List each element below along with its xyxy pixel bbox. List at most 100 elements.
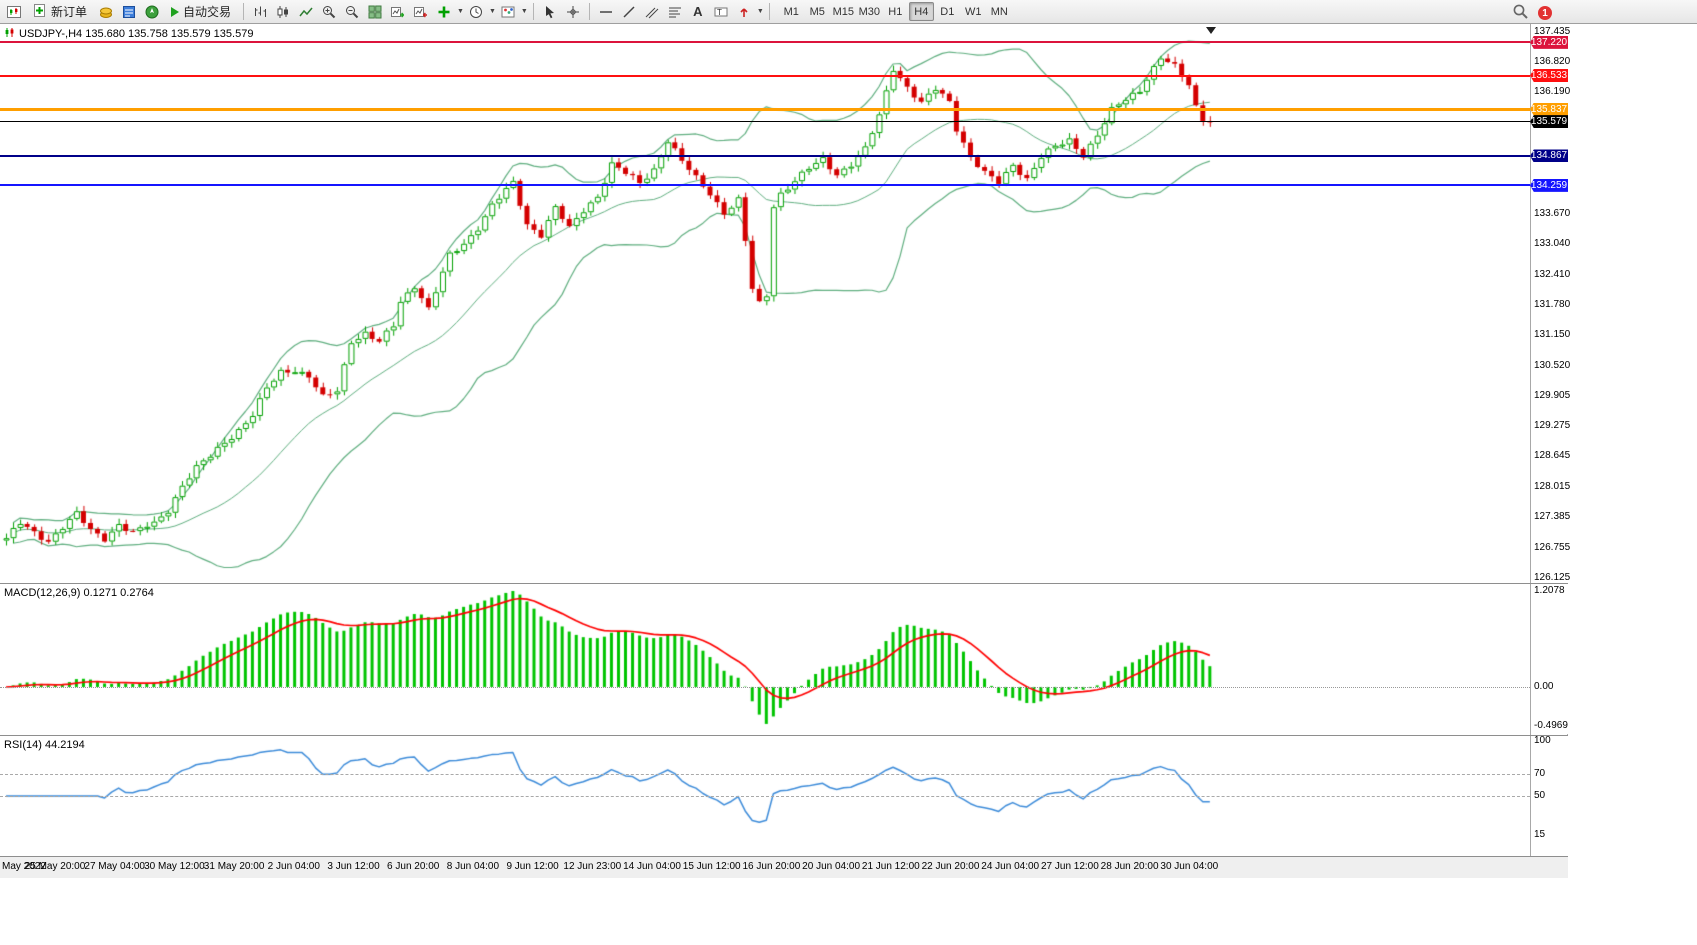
arrows-caret-icon[interactable]: ▼ bbox=[756, 8, 764, 15]
line-chart-icon[interactable] bbox=[295, 2, 317, 22]
rsi-axis-tick: 100 bbox=[1534, 735, 1551, 746]
templates-caret-icon[interactable]: ▼ bbox=[520, 8, 528, 15]
timeframe-button-h1[interactable]: H1 bbox=[883, 2, 908, 21]
price-axis-tick: 128.015 bbox=[1534, 480, 1571, 492]
market-watch-icon[interactable] bbox=[95, 2, 117, 22]
time-axis-label: 8 Jun 04:00 bbox=[446, 861, 500, 872]
price-axis-tick: 129.905 bbox=[1534, 389, 1571, 401]
chart-shift-marker-icon[interactable] bbox=[1206, 27, 1216, 34]
navigator-icon[interactable] bbox=[141, 2, 163, 22]
hline-tool-icon[interactable] bbox=[595, 2, 617, 22]
auto-trading-button[interactable]: 自动交易 bbox=[164, 2, 238, 22]
time-axis-label: 30 May 12:00 bbox=[144, 861, 205, 872]
macd-axis-tick: 0.00 bbox=[1534, 681, 1554, 692]
price-axis-tick: 128.645 bbox=[1534, 450, 1571, 462]
timeframe-button-w1[interactable]: W1 bbox=[961, 2, 986, 21]
macd-canvas[interactable] bbox=[0, 584, 1530, 734]
time-axis-label: 21 Jun 12:00 bbox=[861, 861, 920, 872]
channel-tool-icon[interactable] bbox=[641, 2, 663, 22]
level-price-tag: 134.867 bbox=[1530, 149, 1568, 163]
bar-chart-icon[interactable] bbox=[249, 2, 271, 22]
price-axis-tick: 136.190 bbox=[1534, 86, 1571, 98]
crosshair-icon[interactable] bbox=[562, 2, 584, 22]
timeframe-button-h4[interactable]: H4 bbox=[908, 2, 934, 21]
periods-caret-icon[interactable]: ▼ bbox=[488, 8, 496, 15]
zoom-out-icon[interactable] bbox=[341, 2, 363, 22]
time-axis-label: 16 Jun 20:00 bbox=[742, 861, 801, 872]
chart-window-icon[interactable] bbox=[3, 2, 25, 22]
rsi-label: RSI(14) 44.2194 bbox=[4, 739, 85, 751]
time-axis-label: 30 Jun 04:00 bbox=[1160, 861, 1219, 872]
candlestick-chart-icon[interactable] bbox=[272, 2, 294, 22]
time-axis-label: 15 Jun 12:00 bbox=[682, 861, 741, 872]
rsi-axis-tick: 70 bbox=[1534, 768, 1546, 779]
notification-badge[interactable]: 1 bbox=[1538, 6, 1552, 20]
timeframe-toolbar: M1 M5 M15 M30 H1 H4 D1 W1 MN bbox=[779, 2, 1012, 21]
svg-text:T: T bbox=[717, 8, 722, 17]
current-price-line[interactable] bbox=[0, 121, 1530, 123]
price-axis-tick: 133.040 bbox=[1534, 238, 1571, 250]
timeframe-button-m15[interactable]: M15 bbox=[831, 2, 856, 21]
level-price-tag: 135.837 bbox=[1530, 102, 1568, 116]
toolbar-separator bbox=[243, 3, 245, 20]
rsi-axis-tick: 15 bbox=[1534, 828, 1546, 840]
time-axis-label: 25 May 20:00 bbox=[24, 861, 86, 872]
horizontal-level-line[interactable] bbox=[0, 184, 1530, 187]
trendline-tool-icon[interactable] bbox=[618, 2, 640, 22]
pane-divider[interactable] bbox=[0, 583, 1568, 584]
price-axis-tick: 136.820 bbox=[1534, 55, 1571, 67]
macd-zero-line bbox=[0, 687, 1530, 688]
timeframe-button-m30[interactable]: M30 bbox=[857, 2, 882, 21]
price-axis-tick: 130.520 bbox=[1534, 359, 1571, 371]
templates-button[interactable] bbox=[497, 2, 519, 22]
rsi-level-line bbox=[0, 774, 1530, 775]
auto-scroll-icon[interactable] bbox=[387, 2, 409, 22]
new-order-button[interactable]: 新订单 bbox=[26, 2, 94, 22]
timeframe-button-m1[interactable]: M1 bbox=[779, 2, 804, 21]
time-axis-label: 24 Jun 04:00 bbox=[981, 861, 1040, 872]
time-axis-label: 31 May 20:00 bbox=[203, 861, 265, 872]
macd-axis-tick: 1.2078 bbox=[1534, 585, 1565, 596]
add-indicator-caret-icon[interactable]: ▼ bbox=[457, 8, 464, 15]
label-tool-icon[interactable]: T bbox=[710, 2, 732, 22]
horizontal-level-line[interactable] bbox=[0, 41, 1530, 44]
horizontal-level-line[interactable] bbox=[0, 107, 1530, 111]
data-window-icon[interactable] bbox=[118, 2, 140, 22]
price-chart-canvas[interactable] bbox=[0, 24, 1530, 583]
pane-divider[interactable] bbox=[0, 735, 1568, 736]
chart-info-text: USDJPY-,H4 135.680 135.758 135.579 135.5… bbox=[19, 28, 254, 40]
cursor-icon[interactable] bbox=[539, 2, 561, 22]
price-axis-tick: 131.150 bbox=[1534, 329, 1571, 341]
price-axis-tick: 127.385 bbox=[1534, 511, 1571, 523]
zoom-in-icon[interactable] bbox=[318, 2, 340, 22]
time-axis-label: 14 Jun 04:00 bbox=[623, 861, 681, 872]
horizontal-level-line[interactable] bbox=[0, 154, 1530, 157]
timeframe-button-m5[interactable]: M5 bbox=[805, 2, 830, 21]
toolbar: 新订单 自动交易 bbox=[0, 0, 1697, 24]
search-icon[interactable] bbox=[1512, 3, 1529, 23]
text-tool-icon[interactable]: A bbox=[693, 4, 703, 19]
time-axis-label: 27 Jun 12:00 bbox=[1040, 861, 1099, 872]
tile-windows-icon[interactable] bbox=[364, 2, 386, 22]
current-price-tag: 135.579 bbox=[1530, 115, 1568, 129]
timeframe-button-mn[interactable]: MN bbox=[987, 2, 1012, 21]
time-axis-label: May 2022 bbox=[2, 861, 46, 872]
periods-button[interactable] bbox=[465, 2, 487, 22]
time-axis-label: 22 Jun 20:00 bbox=[921, 861, 980, 872]
price-axis-tick: 126.125 bbox=[1534, 572, 1571, 583]
add-indicator-button[interactable] bbox=[433, 2, 455, 22]
timeframe-button-d1[interactable]: D1 bbox=[935, 2, 960, 21]
time-axis-label: 28 Jun 20:00 bbox=[1100, 861, 1159, 872]
horizontal-level-line[interactable] bbox=[0, 74, 1530, 77]
time-axis-label: 2 Jun 04:00 bbox=[267, 861, 320, 872]
toolbar-separator bbox=[768, 3, 770, 20]
fibonacci-tool-icon[interactable] bbox=[664, 2, 686, 22]
arrows-tool-icon[interactable] bbox=[733, 2, 755, 22]
chart-shift-icon[interactable] bbox=[410, 2, 432, 22]
price-axis-tick: 133.670 bbox=[1534, 207, 1571, 219]
price-axis-tick: 132.410 bbox=[1534, 268, 1571, 280]
rsi-level-line bbox=[0, 796, 1530, 797]
time-axis[interactable]: May 2022 25 May 20:00 27 May 04:00 30 May 1… bbox=[0, 856, 1568, 878]
time-axis-label: 3 Jun 12:00 bbox=[327, 861, 380, 872]
